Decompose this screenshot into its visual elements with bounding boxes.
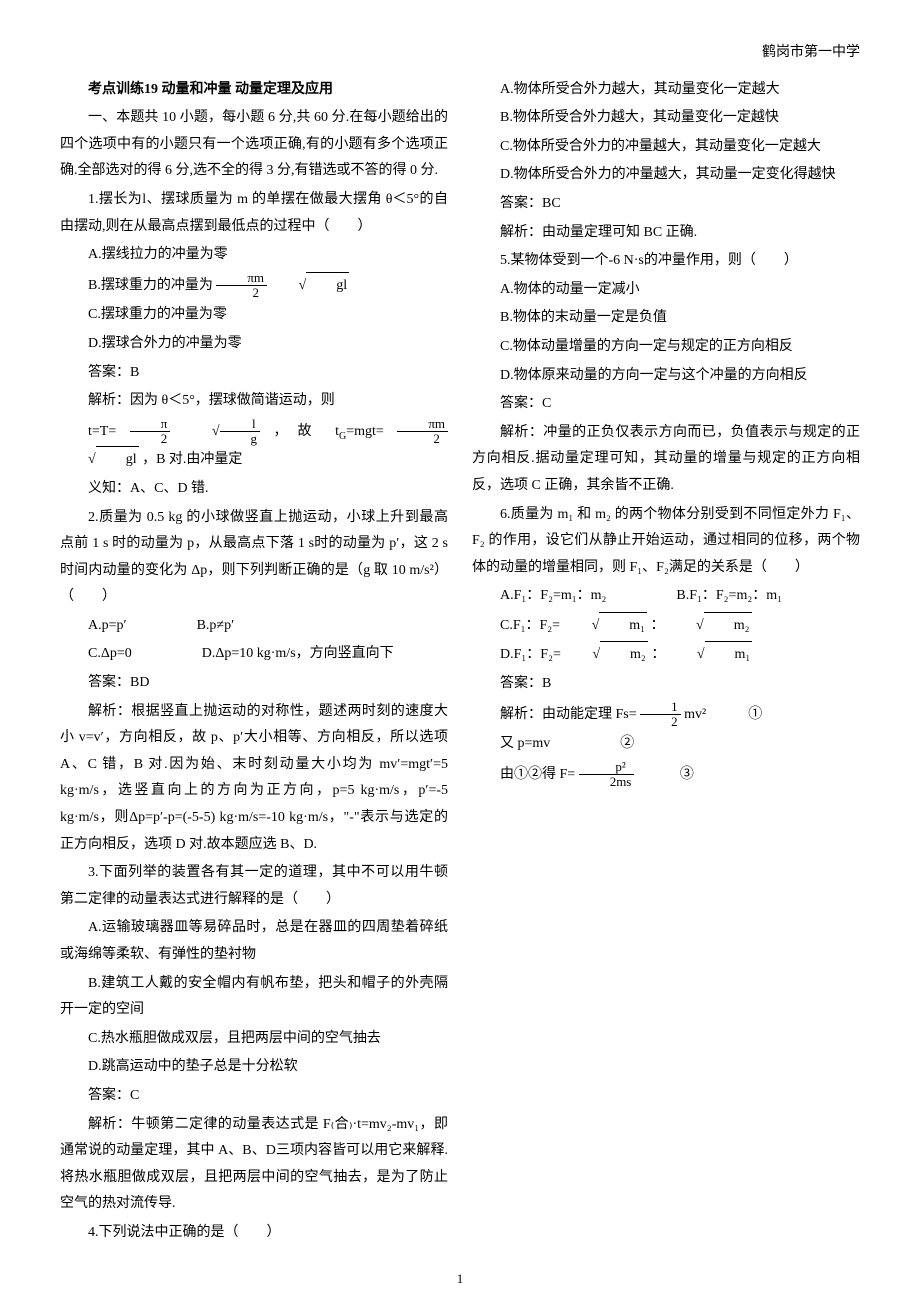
q2-opts-ab: A.p=p′ B.p≠p′ — [60, 613, 448, 640]
q5-opt-a: A.物体的动量一定减小 — [472, 277, 860, 304]
q5-exp: 解析：冲量的正负仅表示方向而已，负值表示与规定的正方向相反.据动量定理可知，其动… — [472, 420, 860, 500]
sqrt-m2-d: √m₂ — [564, 641, 647, 669]
q1-exp-frag2: ，故 t — [274, 424, 339, 439]
q6-stem: 6.质量为 m₁ 和 m₂ 的两个物体分别受到不同恒定外力 F₁、F₂ 的作用，… — [472, 502, 860, 582]
frac-pim-2-b: πm2 — [397, 417, 448, 447]
q2-answer: 答案：BD — [60, 670, 448, 697]
q6-exp3: 由①②得 F= p²2ms ③ — [472, 760, 860, 790]
q5-stem: 5.某物体受到一个-6 N·s的冲量作用，则（ ） — [472, 248, 860, 275]
q3-stem: 3.下面列举的装置各有其一定的道理，其中不可以用牛顿第二定律的动量表达式进行解释… — [60, 860, 448, 913]
q6-d-pre: D.F₁：F₂= — [500, 648, 561, 663]
frac-p2-2ms: p²2ms — [579, 760, 635, 790]
q6-b: B.F₁：F₂=m₂：m₁ — [676, 588, 782, 603]
q3-opt-c: C.热水瓶胆做成双层，且把两层中间的空气抽去 — [60, 1026, 448, 1053]
q1-exp-frag1: t=T= — [88, 424, 116, 439]
q6-exp1-pre: 解析：由动能定理 Fs= — [500, 707, 637, 722]
q6-opt-d: D.F₁：F₂= √m₂ ： √m₁ — [472, 641, 860, 669]
q1-exp-line3: 义知：A、C、D 错. — [60, 476, 448, 503]
sqrt-gl: √gl — [271, 272, 350, 300]
q3-opt-d: D.跳高运动中的垫子总是十分松软 — [60, 1054, 448, 1081]
two-column-body: 考点训练19 动量和冲量 动量定理及应用 一、本题共 10 小题，每小题 6 分… — [60, 77, 860, 1257]
q1-opt-a: A.摆线拉力的冲量为零 — [60, 242, 448, 269]
frac-pim-2: πm2 — [216, 271, 267, 301]
q3-opt-a: A.运输玻璃器皿等易碎品时，总是在器皿的四周垫着碎纸或海绵等柔软、有弹性的垫衬物 — [60, 915, 448, 968]
q1-b-pre: B.摆球重力的冲量为 — [88, 278, 213, 293]
q1-exp-line2: t=T= π2 √lg ，故 tG=mgt= πm2 √gl ，B 对.由冲量定 — [60, 417, 448, 474]
q2-stem: 2.质量为 0.5 kg 的小球做竖直上抛运动，小球上升到最高点前 1 s 时的… — [60, 505, 448, 611]
q3-answer: 答案：C — [60, 1083, 448, 1110]
q4-exp: 解析：由动量定理可知 BC 正确. — [472, 220, 860, 247]
q4-stem: 4.下列说法中正确的是（ ） — [60, 1220, 448, 1247]
q1-opt-d: D.摆球合外力的冲量为零 — [60, 331, 448, 358]
q2-opts-cd: C.Δp=0 D.Δp=10 kg·m/s，方向竖直向下 — [60, 641, 448, 668]
q2-b: B.p≠p′ — [197, 618, 235, 633]
q2-a: A.p=p′ — [88, 618, 127, 633]
q6-c-pre: C.F₁：F₂= — [500, 618, 560, 633]
q1-opt-c: C.摆球重力的冲量为零 — [60, 302, 448, 329]
q4-opt-c: C.物体所受合外力的冲量越大，其动量变化一定越大 — [472, 134, 860, 161]
q6-exp3-post: ③ — [638, 767, 694, 782]
school-header: 鹤岗市第一中学 — [60, 40, 860, 67]
q1-opt-b: B.摆球重力的冲量为 πm2 √gl — [60, 271, 448, 301]
q3-opt-b: B.建筑工人戴的安全帽内有帆布垫，把头和帽子的外壳隔开一定的空间 — [60, 971, 448, 1024]
document-title: 考点训练19 动量和冲量 动量定理及应用 — [60, 77, 448, 104]
q6-opts-ab: A.F₁：F₂=m₁：m₂ B.F₁：F₂=m₂：m₁ — [472, 583, 860, 610]
q6-opt-c: C.F₁：F₂= √m₁ ： √m₂ — [472, 612, 860, 640]
q1-stem: 1.摆长为l、摆球质量为 m 的单摆在做最大摆角 θ＜5°的自由摆动,则在从最高… — [60, 187, 448, 240]
q2-d: D.Δp=10 kg·m/s，方向竖直向下 — [202, 646, 394, 661]
q4-opt-a: A.物体所受合外力越大，其动量变化一定越大 — [472, 77, 860, 104]
q1-exp-frag3: =mgt= — [346, 424, 384, 439]
q5-opt-d: D.物体原来动量的方向一定与这个冲量的方向相反 — [472, 363, 860, 390]
q4-opt-b: B.物体所受合外力越大，其动量变化一定越快 — [472, 105, 860, 132]
page-number: 1 — [60, 1267, 860, 1292]
q4-answer: 答案：BC — [472, 191, 860, 218]
sqrt-gl-b: √gl — [60, 446, 139, 474]
sqrt-m2-c: √m₂ — [668, 612, 751, 640]
sqrt-m1-d: √m₁ — [669, 641, 752, 669]
q1-exp-line1: 解析：因为 θ＜5°，摆球做简谐运动，则 — [60, 388, 448, 415]
sqrt-m1-c: √m₁ — [564, 612, 647, 640]
q6-exp3-pre: 由①②得 F= — [500, 767, 575, 782]
q1-answer: 答案：B — [60, 360, 448, 387]
q5-opt-c: C.物体动量增量的方向一定与规定的正方向相反 — [472, 334, 860, 361]
frac-pi-2-a: π2 — [130, 417, 171, 447]
q4-opt-d: D.物体所受合外力的冲量越大，其动量一定变化得越快 — [472, 162, 860, 189]
intro-text: 一、本题共 10 小题，每小题 6 分,共 60 分.在每小题给出的四个选项中有… — [60, 105, 448, 185]
q3-exp: 解析：牛顿第二定律的动量表达式是 F₍合₎·t=mv₂-mv₁，即通常说的动量定… — [60, 1112, 448, 1218]
q6-answer: 答案：B — [472, 671, 860, 698]
q6-a: A.F₁：F₂=m₁：m₂ — [500, 588, 606, 603]
q1-exp-frag4: ，B 对.由冲量定 — [142, 452, 242, 467]
frac-1-2: 12 — [640, 700, 681, 730]
q6-exp2: 又 p=mv ② — [472, 731, 860, 758]
q6-exp1-post: mv² ① — [684, 707, 762, 722]
q2-exp: 解析：根据竖直上抛运动的对称性，题述两时刻的速度大小 v=v′，方向相反，故 p… — [60, 699, 448, 859]
sqrt-l-g: √lg — [184, 417, 260, 447]
q6-exp1: 解析：由动能定理 Fs= 12 mv² ① — [472, 700, 860, 730]
q2-c: C.Δp=0 — [88, 646, 132, 661]
q5-answer: 答案：C — [472, 391, 860, 418]
q5-opt-b: B.物体的末动量一定是负值 — [472, 305, 860, 332]
